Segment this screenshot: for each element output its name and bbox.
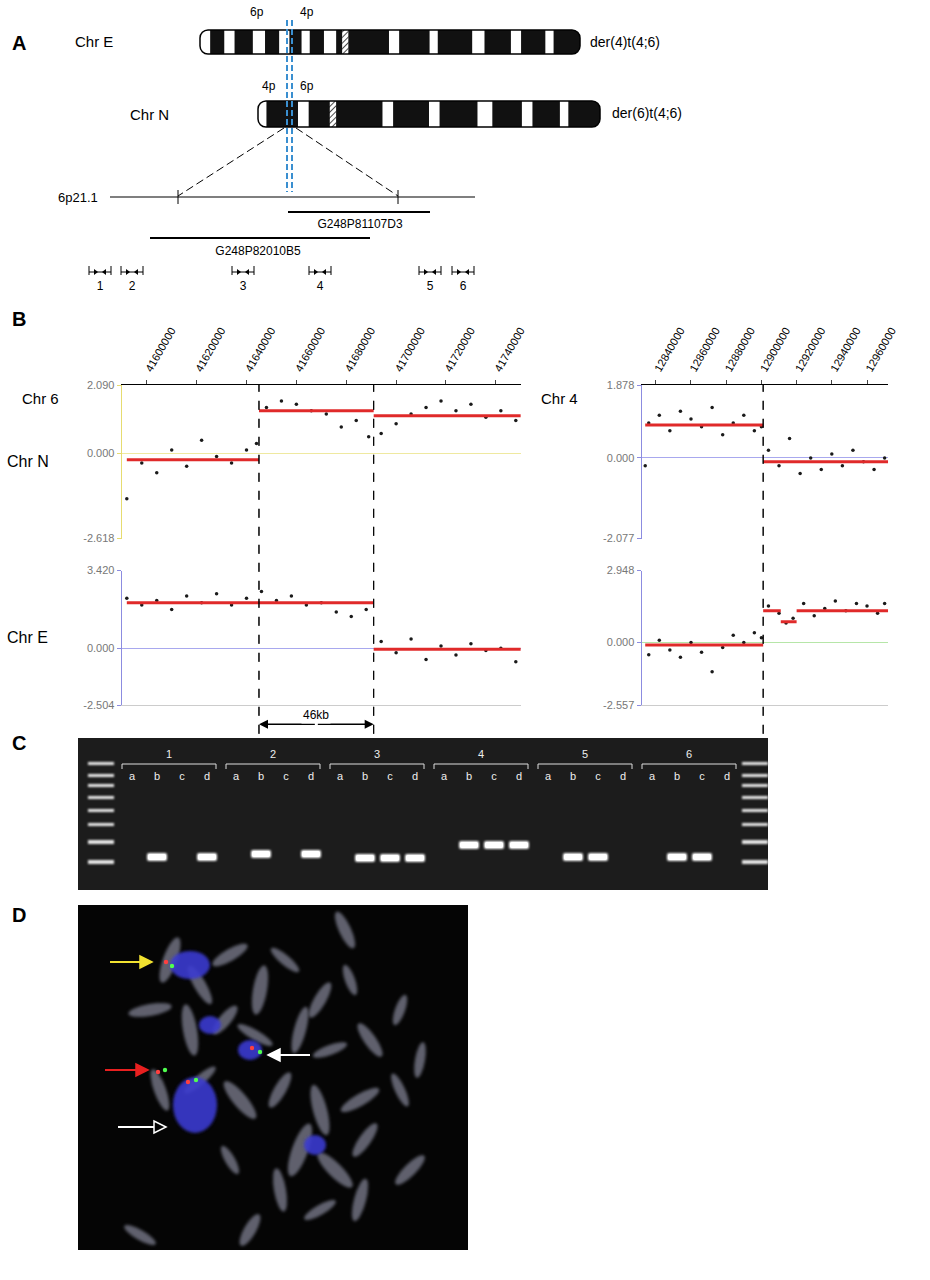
svg-text:2: 2 <box>270 748 276 760</box>
svg-text:0.000: 0.000 <box>607 636 635 648</box>
svg-text:5: 5 <box>427 279 434 293</box>
svg-text:6p21.1: 6p21.1 <box>58 190 98 205</box>
svg-text:3: 3 <box>374 748 380 760</box>
svg-text:2: 2 <box>129 279 136 293</box>
svg-text:B: B <box>12 308 26 330</box>
svg-text:41600000: 41600000 <box>143 325 178 373</box>
svg-text:Chr N: Chr N <box>130 106 169 123</box>
svg-text:12920000: 12920000 <box>793 325 828 373</box>
svg-text:b: b <box>674 770 680 782</box>
svg-text:1.878: 1.878 <box>607 379 635 391</box>
svg-text:46kb: 46kb <box>303 708 329 722</box>
svg-text:6p: 6p <box>300 79 314 93</box>
svg-text:d: d <box>412 770 418 782</box>
svg-text:41740000: 41740000 <box>492 325 527 373</box>
svg-text:c: c <box>283 770 289 782</box>
svg-text:12860000: 12860000 <box>687 325 722 373</box>
svg-text:d: d <box>516 770 522 782</box>
svg-text:Chr E: Chr E <box>7 629 48 646</box>
svg-text:12960000: 12960000 <box>863 325 898 373</box>
svg-text:a: a <box>545 770 552 782</box>
svg-text:a: a <box>129 770 136 782</box>
svg-text:0.000: 0.000 <box>87 642 115 654</box>
svg-text:41680000: 41680000 <box>342 325 377 373</box>
svg-text:-2.504: -2.504 <box>83 699 114 711</box>
svg-text:c: c <box>699 770 705 782</box>
svg-text:2.090: 2.090 <box>87 379 115 391</box>
svg-text:Chr 6: Chr 6 <box>22 390 59 407</box>
svg-text:A: A <box>12 32 26 54</box>
svg-text:1: 1 <box>97 279 104 293</box>
svg-text:d: d <box>724 770 730 782</box>
svg-text:-2.618: -2.618 <box>83 532 114 544</box>
svg-text:C: C <box>12 732 26 754</box>
svg-text:6: 6 <box>686 748 692 760</box>
svg-text:c: c <box>179 770 185 782</box>
svg-text:a: a <box>649 770 656 782</box>
svg-text:c: c <box>595 770 601 782</box>
svg-text:a: a <box>233 770 240 782</box>
svg-text:der(6)t(4;6): der(6)t(4;6) <box>612 105 682 121</box>
svg-text:41620000: 41620000 <box>193 325 228 373</box>
svg-text:12940000: 12940000 <box>828 325 863 373</box>
svg-text:b: b <box>570 770 576 782</box>
svg-text:6: 6 <box>460 279 467 293</box>
svg-text:1: 1 <box>166 748 172 760</box>
svg-text:c: c <box>387 770 393 782</box>
svg-text:d: d <box>620 770 626 782</box>
svg-text:12840000: 12840000 <box>652 325 687 373</box>
svg-text:6p: 6p <box>250 5 264 19</box>
svg-text:41700000: 41700000 <box>392 325 427 373</box>
svg-text:3.420: 3.420 <box>87 564 115 576</box>
svg-text:3: 3 <box>240 279 247 293</box>
svg-text:G248P81107D3: G248P81107D3 <box>317 217 403 231</box>
svg-text:d: d <box>308 770 314 782</box>
svg-text:-2.077: -2.077 <box>603 532 634 544</box>
svg-text:41640000: 41640000 <box>243 325 278 373</box>
svg-text:12900000: 12900000 <box>758 325 793 373</box>
svg-text:4p: 4p <box>300 5 314 19</box>
svg-text:Chr 4: Chr 4 <box>541 390 578 407</box>
svg-text:4: 4 <box>478 748 484 760</box>
svg-text:12880000: 12880000 <box>722 325 757 373</box>
svg-text:-2.557: -2.557 <box>603 699 634 711</box>
svg-text:c: c <box>491 770 497 782</box>
svg-text:b: b <box>154 770 160 782</box>
svg-text:2.948: 2.948 <box>607 564 635 576</box>
svg-text:b: b <box>362 770 368 782</box>
svg-text:a: a <box>441 770 448 782</box>
svg-text:5: 5 <box>582 748 588 760</box>
svg-text:d: d <box>204 770 210 782</box>
svg-text:der(4)t(4;6): der(4)t(4;6) <box>590 34 660 50</box>
svg-text:41720000: 41720000 <box>442 325 477 373</box>
svg-text:0.000: 0.000 <box>87 447 115 459</box>
svg-text:b: b <box>466 770 472 782</box>
svg-text:D: D <box>12 904 26 926</box>
svg-text:b: b <box>258 770 264 782</box>
svg-text:a: a <box>337 770 344 782</box>
svg-text:4p: 4p <box>262 79 276 93</box>
svg-text:Chr N: Chr N <box>7 453 49 470</box>
svg-text:0.000: 0.000 <box>607 452 635 464</box>
svg-text:41660000: 41660000 <box>292 325 327 373</box>
svg-text:4: 4 <box>317 279 324 293</box>
svg-text:G248P82010B5: G248P82010B5 <box>215 244 301 258</box>
svg-text:Chr E: Chr E <box>75 33 113 50</box>
